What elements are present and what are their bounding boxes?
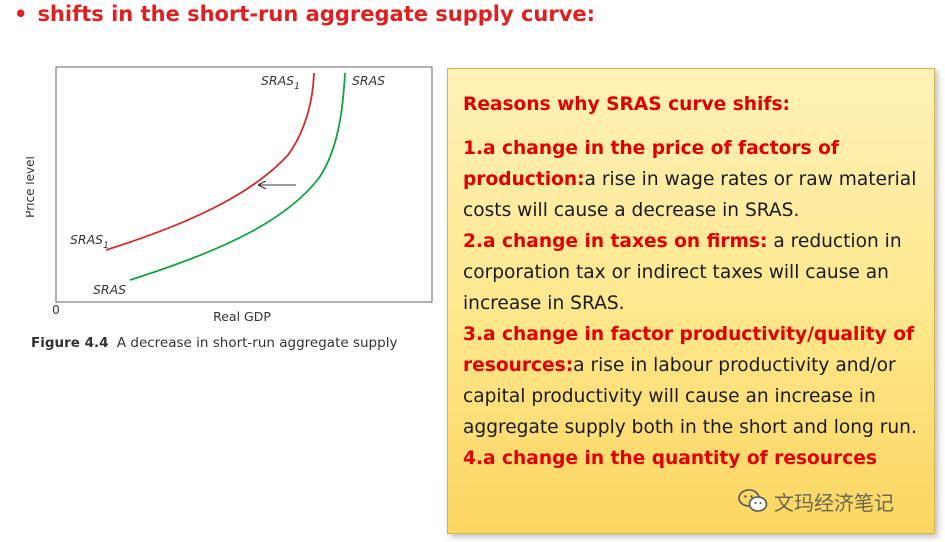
figure-caption: Figure 4.4 A decrease in short-run aggre… [31, 335, 397, 351]
sras-diagram: Price level Real GDP 0 SRAS1 SRAS SRAS1 … [26, 66, 433, 324]
reason-text: a rise in labour productivity and/or cap… [463, 355, 917, 438]
caption-text: A decrease in short-run aggregate supply [116, 335, 398, 351]
caption-label: Figure 4.4 [31, 335, 109, 351]
x-axis-label: Real GDP [213, 309, 271, 324]
origin-label: 0 [52, 303, 60, 317]
sras1-bottom-label: SRAS1 [70, 232, 109, 251]
sras1-curve [105, 72, 315, 251]
bullet: • [14, 2, 28, 26]
y-axis-label: Price level [26, 156, 37, 218]
reason-item: 1.a change in the price of factors of pr… [463, 133, 926, 226]
sras-bottom-label: SRAS [93, 282, 126, 297]
reason-lead: 1.a change in the price of factors of pr… [463, 138, 839, 190]
heading-text: shifts in the short-run aggregate supply… [37, 2, 596, 26]
reason-text: a reduction in corporation tax or indire… [463, 231, 902, 314]
reason-text: a rise in wage rates or raw material cos… [463, 169, 917, 221]
reason-item: 4.a change in the quantity of resources [463, 443, 926, 474]
reason-lead: 2.a change in taxes on firms: [463, 231, 768, 252]
sras-top-label: SRAS [352, 73, 385, 88]
sras-curve [129, 72, 346, 281]
wechat-icon [738, 489, 768, 512]
plot-frame [55, 66, 433, 303]
slide-heading: • shifts in the short-run aggregate suppl… [14, 2, 595, 26]
sras-figure: Price level Real GDP 0 SRAS1 SRAS SRAS1 … [26, 60, 438, 360]
reason-item: 2.a change in taxes on firms: a reductio… [463, 226, 926, 319]
sras1-top-label: SRAS1 [261, 73, 300, 92]
reasons-note: Reasons why SRAS curve shifs: 1.a change… [447, 68, 935, 534]
reason-lead: 4.a change in the quantity of resources [463, 448, 877, 469]
watermark: 文玛经济笔记 [738, 486, 894, 516]
reason-item: 3.a change in factor productivity/qualit… [463, 319, 926, 443]
reason-lead: 3.a change in factor productivity/qualit… [463, 324, 915, 376]
reasons-title: Reasons why SRAS curve shifs: [463, 94, 790, 115]
watermark-text: 文玛经济笔记 [774, 490, 894, 515]
